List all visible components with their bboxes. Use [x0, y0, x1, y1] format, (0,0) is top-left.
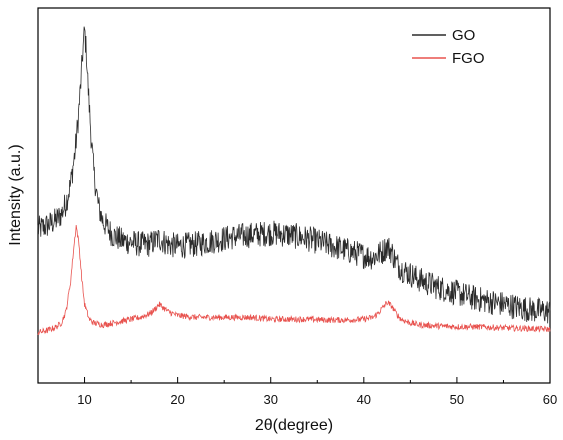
- legend-label-go: GO: [452, 27, 475, 44]
- series-layer: [37, 26, 551, 336]
- x-tick-label: 10: [77, 392, 91, 407]
- x-tick-label: 40: [357, 392, 371, 407]
- legend-label-fgo: FGO: [452, 50, 485, 67]
- x-tick-label: 20: [170, 392, 184, 407]
- series-line-go: [37, 26, 551, 324]
- legend: GO FGO: [412, 27, 485, 67]
- y-axis-label: Intensity (a.u.): [7, 144, 24, 245]
- plot-frame: [37, 7, 551, 384]
- x-axis-label: 2θ(degree): [255, 417, 333, 434]
- x-tick-label: 30: [263, 392, 277, 407]
- x-tick-label: 50: [450, 392, 464, 407]
- series-line-fgo: [37, 225, 551, 336]
- x-axis-ticks: 10 20 30 40 50 60: [37, 377, 557, 407]
- x-tick-label: 60: [543, 392, 557, 407]
